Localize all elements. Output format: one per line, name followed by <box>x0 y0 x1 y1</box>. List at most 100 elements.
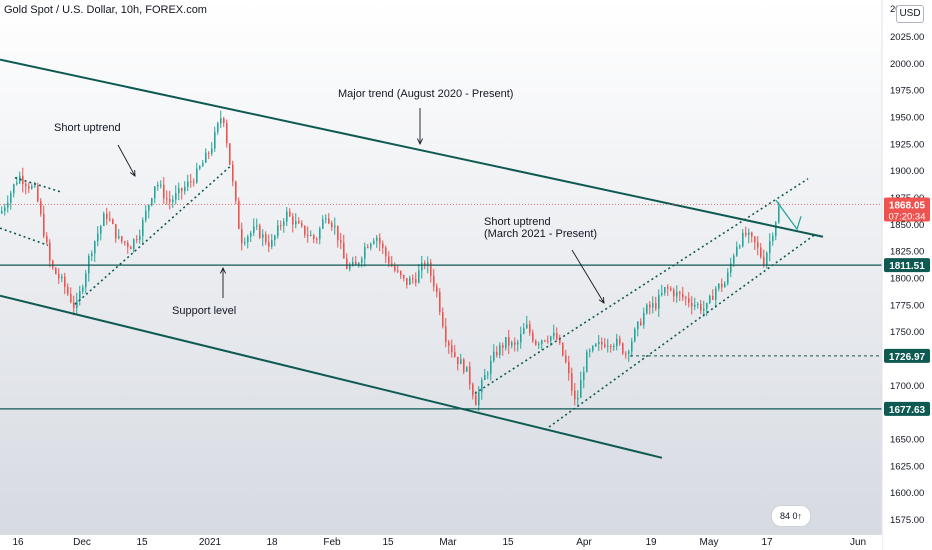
candle-body <box>334 225 336 228</box>
candle-body <box>82 287 84 292</box>
candle <box>154 185 156 204</box>
y-tick-label: 1900.00 <box>890 166 924 177</box>
candle-body <box>91 253 93 256</box>
currency-badge[interactable]: USD <box>896 5 924 23</box>
candle <box>205 148 207 164</box>
x-tick-label: 18 <box>266 537 278 548</box>
candle <box>484 368 486 381</box>
candle-body <box>154 186 156 199</box>
candle-body <box>112 219 114 225</box>
candle-body <box>724 283 726 288</box>
candle <box>136 235 138 244</box>
candle <box>619 335 621 346</box>
y-tick-label: 1750.00 <box>890 327 924 338</box>
candle <box>700 299 702 315</box>
candle <box>334 217 336 235</box>
candle-body <box>94 241 96 254</box>
candle-body <box>253 226 255 233</box>
candle-body <box>280 225 282 227</box>
candle-body <box>664 287 666 293</box>
candle-body <box>115 224 117 239</box>
candle <box>313 233 315 244</box>
candle <box>133 238 135 253</box>
candle <box>274 234 276 247</box>
candle-body <box>16 182 18 185</box>
candle-body <box>769 241 771 253</box>
candle-body <box>550 336 552 341</box>
candle-body <box>160 184 162 186</box>
candle <box>664 286 666 296</box>
y-tick-label: 1600.00 <box>890 488 924 499</box>
candle-body <box>448 341 450 346</box>
candle-body <box>742 232 744 247</box>
candle <box>556 327 558 341</box>
candle-body <box>271 240 273 247</box>
candle-body <box>646 304 648 314</box>
candle-body <box>559 339 561 343</box>
candle-body <box>745 232 747 235</box>
candle-body <box>340 240 342 243</box>
axis-background <box>882 0 932 550</box>
candle <box>757 236 759 256</box>
candle <box>529 320 531 336</box>
candle-body <box>703 308 705 311</box>
candle-body <box>760 247 762 257</box>
candle-body <box>556 332 558 340</box>
candle-body <box>676 291 678 297</box>
candle-body <box>46 236 48 243</box>
candle <box>223 116 225 128</box>
x-tick-label: 15 <box>502 537 514 548</box>
candle-body <box>187 181 189 187</box>
candle-body <box>22 175 24 185</box>
candle-body <box>631 341 633 352</box>
candle-body <box>61 276 63 279</box>
y-tick-label: 2025.00 <box>890 32 924 43</box>
candle-body <box>43 213 45 237</box>
candle-body <box>706 302 708 309</box>
candle <box>79 285 81 306</box>
candle-body <box>583 371 585 380</box>
annotation-major-trend: Major trend (August 2020 - Present) <box>338 88 513 100</box>
y-tick-label: 2000.00 <box>890 59 924 70</box>
candle-body <box>310 235 312 237</box>
candle-body <box>10 193 12 204</box>
candle-body <box>322 219 324 229</box>
annotation-short-uptrend-2-line2: (March 2021 - Present) <box>484 228 597 240</box>
flag-badge[interactable]: 84 0↑ <box>771 505 811 527</box>
candle-body <box>568 361 570 374</box>
short-uptrend-2-lower <box>544 233 816 431</box>
y-tick-label: 1650.00 <box>890 435 924 446</box>
x-tick-label: 15 <box>382 537 394 548</box>
candle <box>508 329 510 354</box>
candle-body <box>520 333 522 343</box>
candle-body <box>223 118 225 123</box>
chart-background <box>0 0 882 535</box>
candle-body <box>574 390 576 400</box>
candle <box>250 230 252 242</box>
candle-body <box>538 343 540 345</box>
arrow-major-trend-head <box>416 138 424 146</box>
x-tick-label: 2021 <box>199 537 222 548</box>
candle-body <box>553 332 555 337</box>
x-tick-label: May <box>700 537 719 548</box>
candle <box>769 233 771 262</box>
candle <box>166 190 168 205</box>
candle-body <box>751 232 753 237</box>
candle <box>151 197 153 207</box>
candle-body <box>409 278 411 285</box>
candle <box>631 337 633 358</box>
candle-body <box>370 243 372 248</box>
candle <box>118 229 120 240</box>
candle <box>232 160 234 187</box>
candle-body <box>577 397 579 400</box>
candle <box>589 348 591 358</box>
candle <box>148 204 150 219</box>
candle <box>268 234 270 253</box>
y-tick-label: 20 <box>890 4 901 15</box>
candle <box>211 142 213 157</box>
candle <box>511 340 513 349</box>
candle-body <box>469 366 471 385</box>
candle-body <box>493 351 495 361</box>
major-trend-line <box>0 58 824 238</box>
